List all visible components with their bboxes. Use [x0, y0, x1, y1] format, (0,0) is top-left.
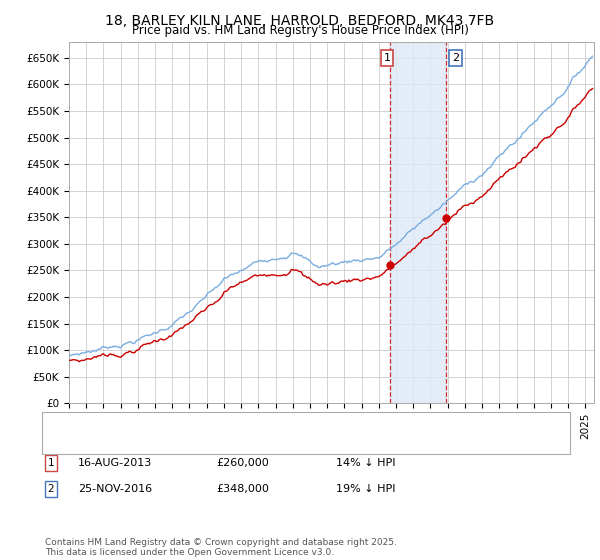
- Text: 18, BARLEY KILN LANE, HARROLD, BEDFORD, MK43 7FB (detached house): 18, BARLEY KILN LANE, HARROLD, BEDFORD, …: [83, 419, 468, 430]
- Text: 2: 2: [47, 484, 55, 494]
- Text: 1: 1: [47, 458, 55, 468]
- Text: Contains HM Land Registry data © Crown copyright and database right 2025.
This d: Contains HM Land Registry data © Crown c…: [45, 538, 397, 557]
- Text: Price paid vs. HM Land Registry's House Price Index (HPI): Price paid vs. HM Land Registry's House …: [131, 24, 469, 36]
- Text: £348,000: £348,000: [216, 484, 269, 494]
- Text: 25-NOV-2016: 25-NOV-2016: [78, 484, 152, 494]
- Text: 2: 2: [452, 53, 459, 63]
- Text: HPI: Average price, detached house, Bedford: HPI: Average price, detached house, Bedf…: [83, 437, 317, 447]
- Text: 19% ↓ HPI: 19% ↓ HPI: [336, 484, 395, 494]
- Text: 1: 1: [383, 53, 391, 63]
- Text: 18, BARLEY KILN LANE, HARROLD, BEDFORD, MK43 7FB: 18, BARLEY KILN LANE, HARROLD, BEDFORD, …: [106, 14, 494, 28]
- Bar: [389, 42, 446, 403]
- Text: 14% ↓ HPI: 14% ↓ HPI: [336, 458, 395, 468]
- Text: £260,000: £260,000: [216, 458, 269, 468]
- Text: 16-AUG-2013: 16-AUG-2013: [78, 458, 152, 468]
